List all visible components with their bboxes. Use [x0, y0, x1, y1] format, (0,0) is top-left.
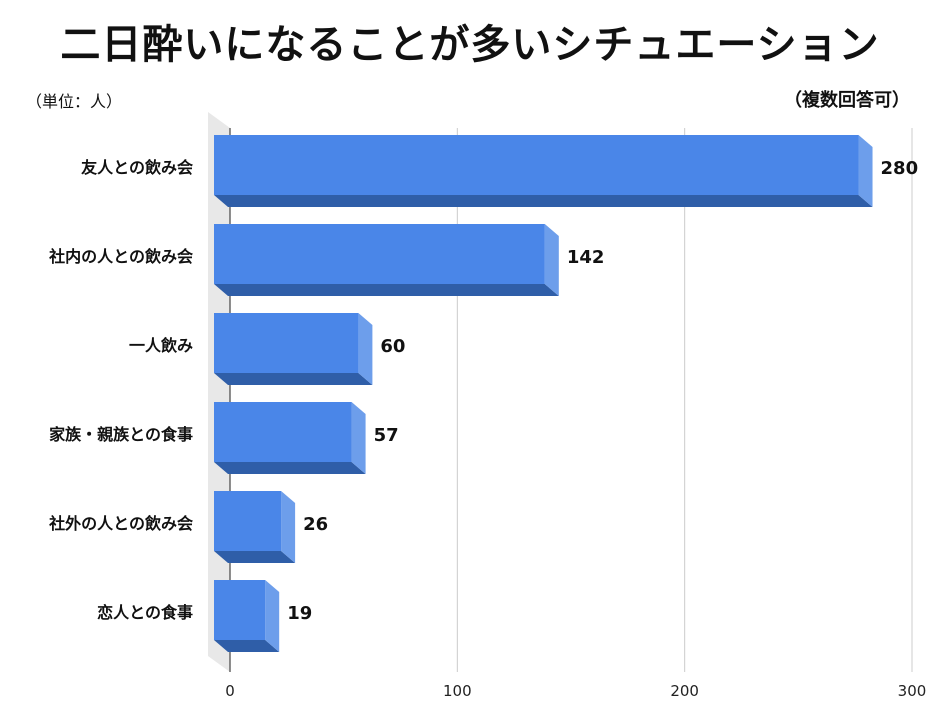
chart-bars	[214, 135, 873, 652]
bar-bottom-face	[214, 551, 296, 563]
x-tick-label: 300	[898, 682, 927, 700]
bar	[214, 491, 282, 551]
category-label: 恋人との食事	[97, 603, 193, 622]
value-label: 57	[374, 425, 399, 446]
category-label: 家族・親族との食事	[49, 425, 193, 444]
x-tick-label: 100	[443, 682, 472, 700]
x-tick-label: 0	[225, 682, 235, 700]
bar	[214, 402, 352, 462]
bar-side-face	[281, 491, 296, 563]
bar	[214, 313, 359, 373]
x-tick-label: 200	[670, 682, 699, 700]
value-label: 60	[380, 336, 405, 357]
chart-title: 二日酔いになることが多いシチュエーション	[60, 22, 880, 68]
bar	[214, 224, 545, 284]
bar-bottom-face	[214, 284, 559, 296]
value-label: 26	[303, 514, 328, 535]
unit-note: （単位：人）	[26, 92, 123, 111]
category-label: 友人との飲み会	[81, 158, 193, 177]
chart-gridlines	[229, 128, 913, 672]
bar-bottom-face	[214, 462, 366, 474]
value-label: 142	[567, 247, 605, 268]
category-label: 社外の人との飲み会	[48, 514, 193, 533]
bar-bottom-face	[214, 640, 280, 652]
chart-labels: 0 100 200 300 友人との飲み会 280 社内の人との飲み会 142 一人飲み 60 家族…	[48, 158, 926, 700]
bar-side-face	[351, 402, 366, 474]
value-label: 19	[287, 603, 312, 624]
bar	[214, 135, 859, 195]
bar-side-face	[858, 135, 873, 207]
bar-bottom-face	[214, 195, 873, 207]
bar-bottom-face	[214, 373, 373, 385]
category-label: 社内の人との飲み会	[48, 247, 193, 266]
bar-side-face	[358, 313, 373, 385]
bar-side-face	[265, 580, 280, 652]
value-label: 280	[881, 158, 919, 179]
category-label: 一人飲み	[129, 336, 193, 355]
multi-answer-note: （複数回答可）	[784, 90, 910, 111]
bar	[214, 580, 266, 640]
bar-side-face	[544, 224, 559, 296]
